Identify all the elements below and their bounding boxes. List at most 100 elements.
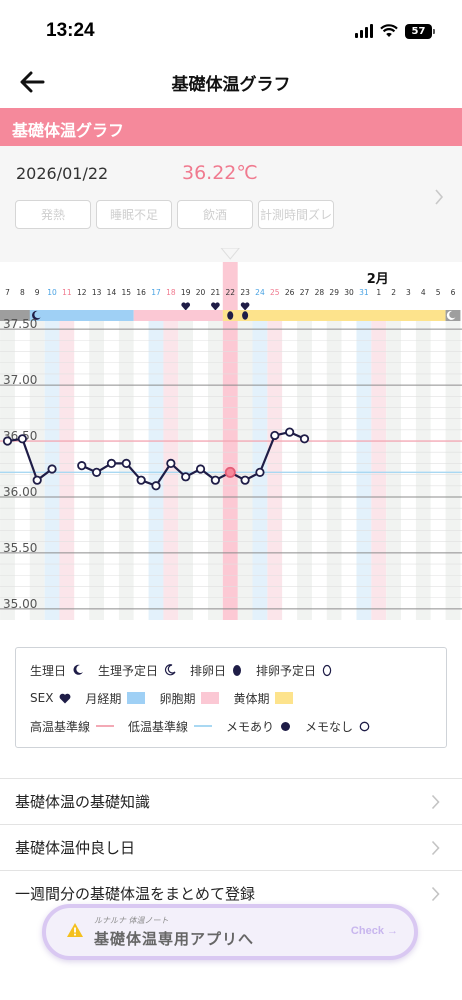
phase-bar-follicular (133, 310, 223, 321)
day-column (415, 318, 431, 620)
temperature-point[interactable] (299, 434, 310, 444)
link-basal-temperature-basics[interactable]: 基礎体温の基礎知識 (0, 778, 462, 824)
chart-legend: 生理日 生理予定日 排卵日 排卵予定日 SEX 月経期 卵胞期 黄 (15, 647, 447, 748)
tag-fever[interactable]: 発熱 (15, 200, 91, 229)
ovulation-marker (242, 311, 249, 320)
day-column (104, 318, 119, 620)
link-intimacy-days[interactable]: 基礎体温仲良し日 (0, 824, 462, 870)
temperature-point[interactable] (2, 436, 13, 446)
chevron-right-icon[interactable] (434, 188, 444, 206)
temperature-app-promo-button[interactable]: ルナルナ 体温ノート 基礎体温専用アプリへ Check → (42, 904, 418, 960)
day-column (356, 318, 372, 620)
temperature-point[interactable] (195, 464, 206, 474)
day-column (14, 318, 30, 620)
legend-item: 高温基準線 (30, 718, 115, 735)
day-tick-label: 26 (285, 288, 295, 297)
day-column (163, 318, 179, 620)
y-tick-label: 37.50 (3, 317, 37, 331)
legend-label: 高温基準線 (30, 719, 91, 734)
selected-temperature-point[interactable] (224, 466, 236, 478)
crescent-outline-icon (446, 310, 456, 320)
luteal-swatch-icon (275, 692, 294, 704)
legend-label: 生理日 (30, 663, 67, 678)
day-column (148, 318, 164, 620)
day-column (267, 318, 283, 620)
temperature-point[interactable] (92, 467, 102, 477)
day-column (371, 318, 387, 620)
day-tick-label: 18 (166, 288, 176, 297)
legend-item: 低温基準線 (128, 718, 213, 735)
temperature-point[interactable] (17, 434, 27, 444)
temperature-point[interactable] (121, 458, 131, 469)
legend-item: メモなし (305, 718, 370, 735)
day-column (297, 318, 312, 620)
memo-solid-icon (281, 721, 291, 731)
day-column (326, 318, 342, 620)
arrow-left-icon[interactable] (16, 66, 48, 98)
high-baseline-icon (96, 725, 115, 727)
legend-row-markers: 生理日 生理予定日 排卵日 排卵予定日 (30, 656, 432, 684)
temperature-point[interactable] (285, 427, 295, 437)
legend-item: 卵胞期 (159, 690, 220, 707)
temperature-point[interactable] (166, 458, 176, 469)
legend-label: 黄体期 (233, 691, 270, 706)
link-label: 基礎体温の基礎知識 (15, 793, 151, 811)
ovulation-marker (227, 311, 234, 320)
legend-label: SEX (30, 691, 54, 705)
phase-bar-menstrual (29, 310, 134, 321)
wifi-icon (380, 24, 398, 37)
temperature-point[interactable] (106, 458, 117, 469)
temperature-point[interactable] (270, 430, 280, 441)
legend-row-lines: 高温基準線 低温基準線 メモあり メモなし (30, 712, 432, 740)
temperature-point[interactable] (255, 467, 265, 477)
y-tick-label: 35.50 (3, 541, 37, 555)
day-column (0, 318, 15, 620)
selected-temperature: 36.22℃ (182, 162, 258, 184)
legend-label: 月経期 (85, 691, 122, 706)
basal-temperature-chart[interactable]: 2月 7 8 9 10 11 12 13 14 15 16 17 18 19 20 21 22 23 24 25 26 2… (0, 248, 462, 620)
day-tick-label: 17 (151, 288, 161, 297)
y-tick-label: 35.00 (3, 597, 37, 611)
day-tick-label: 13 (92, 288, 102, 297)
temperature-point[interactable] (47, 464, 57, 474)
day-column (386, 318, 402, 620)
temperature-point[interactable] (136, 475, 146, 485)
day-tick-label: 31 (359, 288, 369, 297)
day-column (401, 318, 416, 620)
tag-drinking[interactable]: 飲酒 (177, 200, 253, 229)
info-link-list: 基礎体温の基礎知識 基礎体温仲良し日 一週間分の基礎体温をまとめて登録 (0, 778, 462, 916)
egg-outline-icon (322, 664, 332, 676)
temperature-point[interactable] (32, 475, 42, 485)
legend-label: 低温基準線 (128, 719, 189, 734)
legend-item: SEX (30, 691, 71, 705)
temperature-point[interactable] (151, 481, 161, 491)
legend-row-phases: SEX 月経期 卵胞期 黄体期 (30, 684, 432, 712)
day-column (29, 318, 45, 620)
legend-item: 排卵日 (190, 662, 242, 679)
temperature-point[interactable] (240, 475, 250, 485)
day-tick-label: 19 (181, 288, 191, 297)
legend-label: メモなし (305, 719, 354, 734)
temperature-point[interactable] (181, 472, 191, 482)
day-tick-label: 25 (270, 288, 280, 297)
chart-canvas[interactable]: 2月7 8 9 10 11 12 13 14 15 16 17 18 19 20 21 22 23 24 25 26 2… (0, 248, 462, 620)
day-tick-label: 20 (196, 288, 206, 297)
day-tick-label: 21 (211, 288, 221, 297)
temperature-point[interactable] (210, 475, 220, 485)
follicular-swatch-icon (201, 692, 220, 704)
day-detail-panel[interactable]: 2026/01/22 36.22℃ 発熱 睡眠不足 飲酒 計測時間ズレ (0, 146, 462, 248)
tag-lack-of-sleep[interactable]: 睡眠不足 (96, 200, 172, 229)
legend-item: 黄体期 (233, 690, 294, 707)
day-tick-label: 12 (77, 288, 87, 297)
legend-label: 生理予定日 (98, 663, 159, 678)
day-column (133, 318, 149, 620)
link-bulk-register-week[interactable]: 一週間分の基礎体温をまとめて登録 (0, 870, 462, 916)
sex-heart-marker (181, 302, 191, 311)
temperature-line (7, 437, 53, 482)
crescent-solid-icon (73, 664, 84, 675)
tag-measurement-time-shift[interactable]: 計測時間ズレ (258, 200, 334, 229)
temperature-point[interactable] (77, 461, 87, 471)
link-label: 基礎体温仲良し日 (15, 839, 136, 857)
day-tick-label: 3 (406, 288, 411, 297)
day-tick-label: 30 (344, 288, 354, 297)
